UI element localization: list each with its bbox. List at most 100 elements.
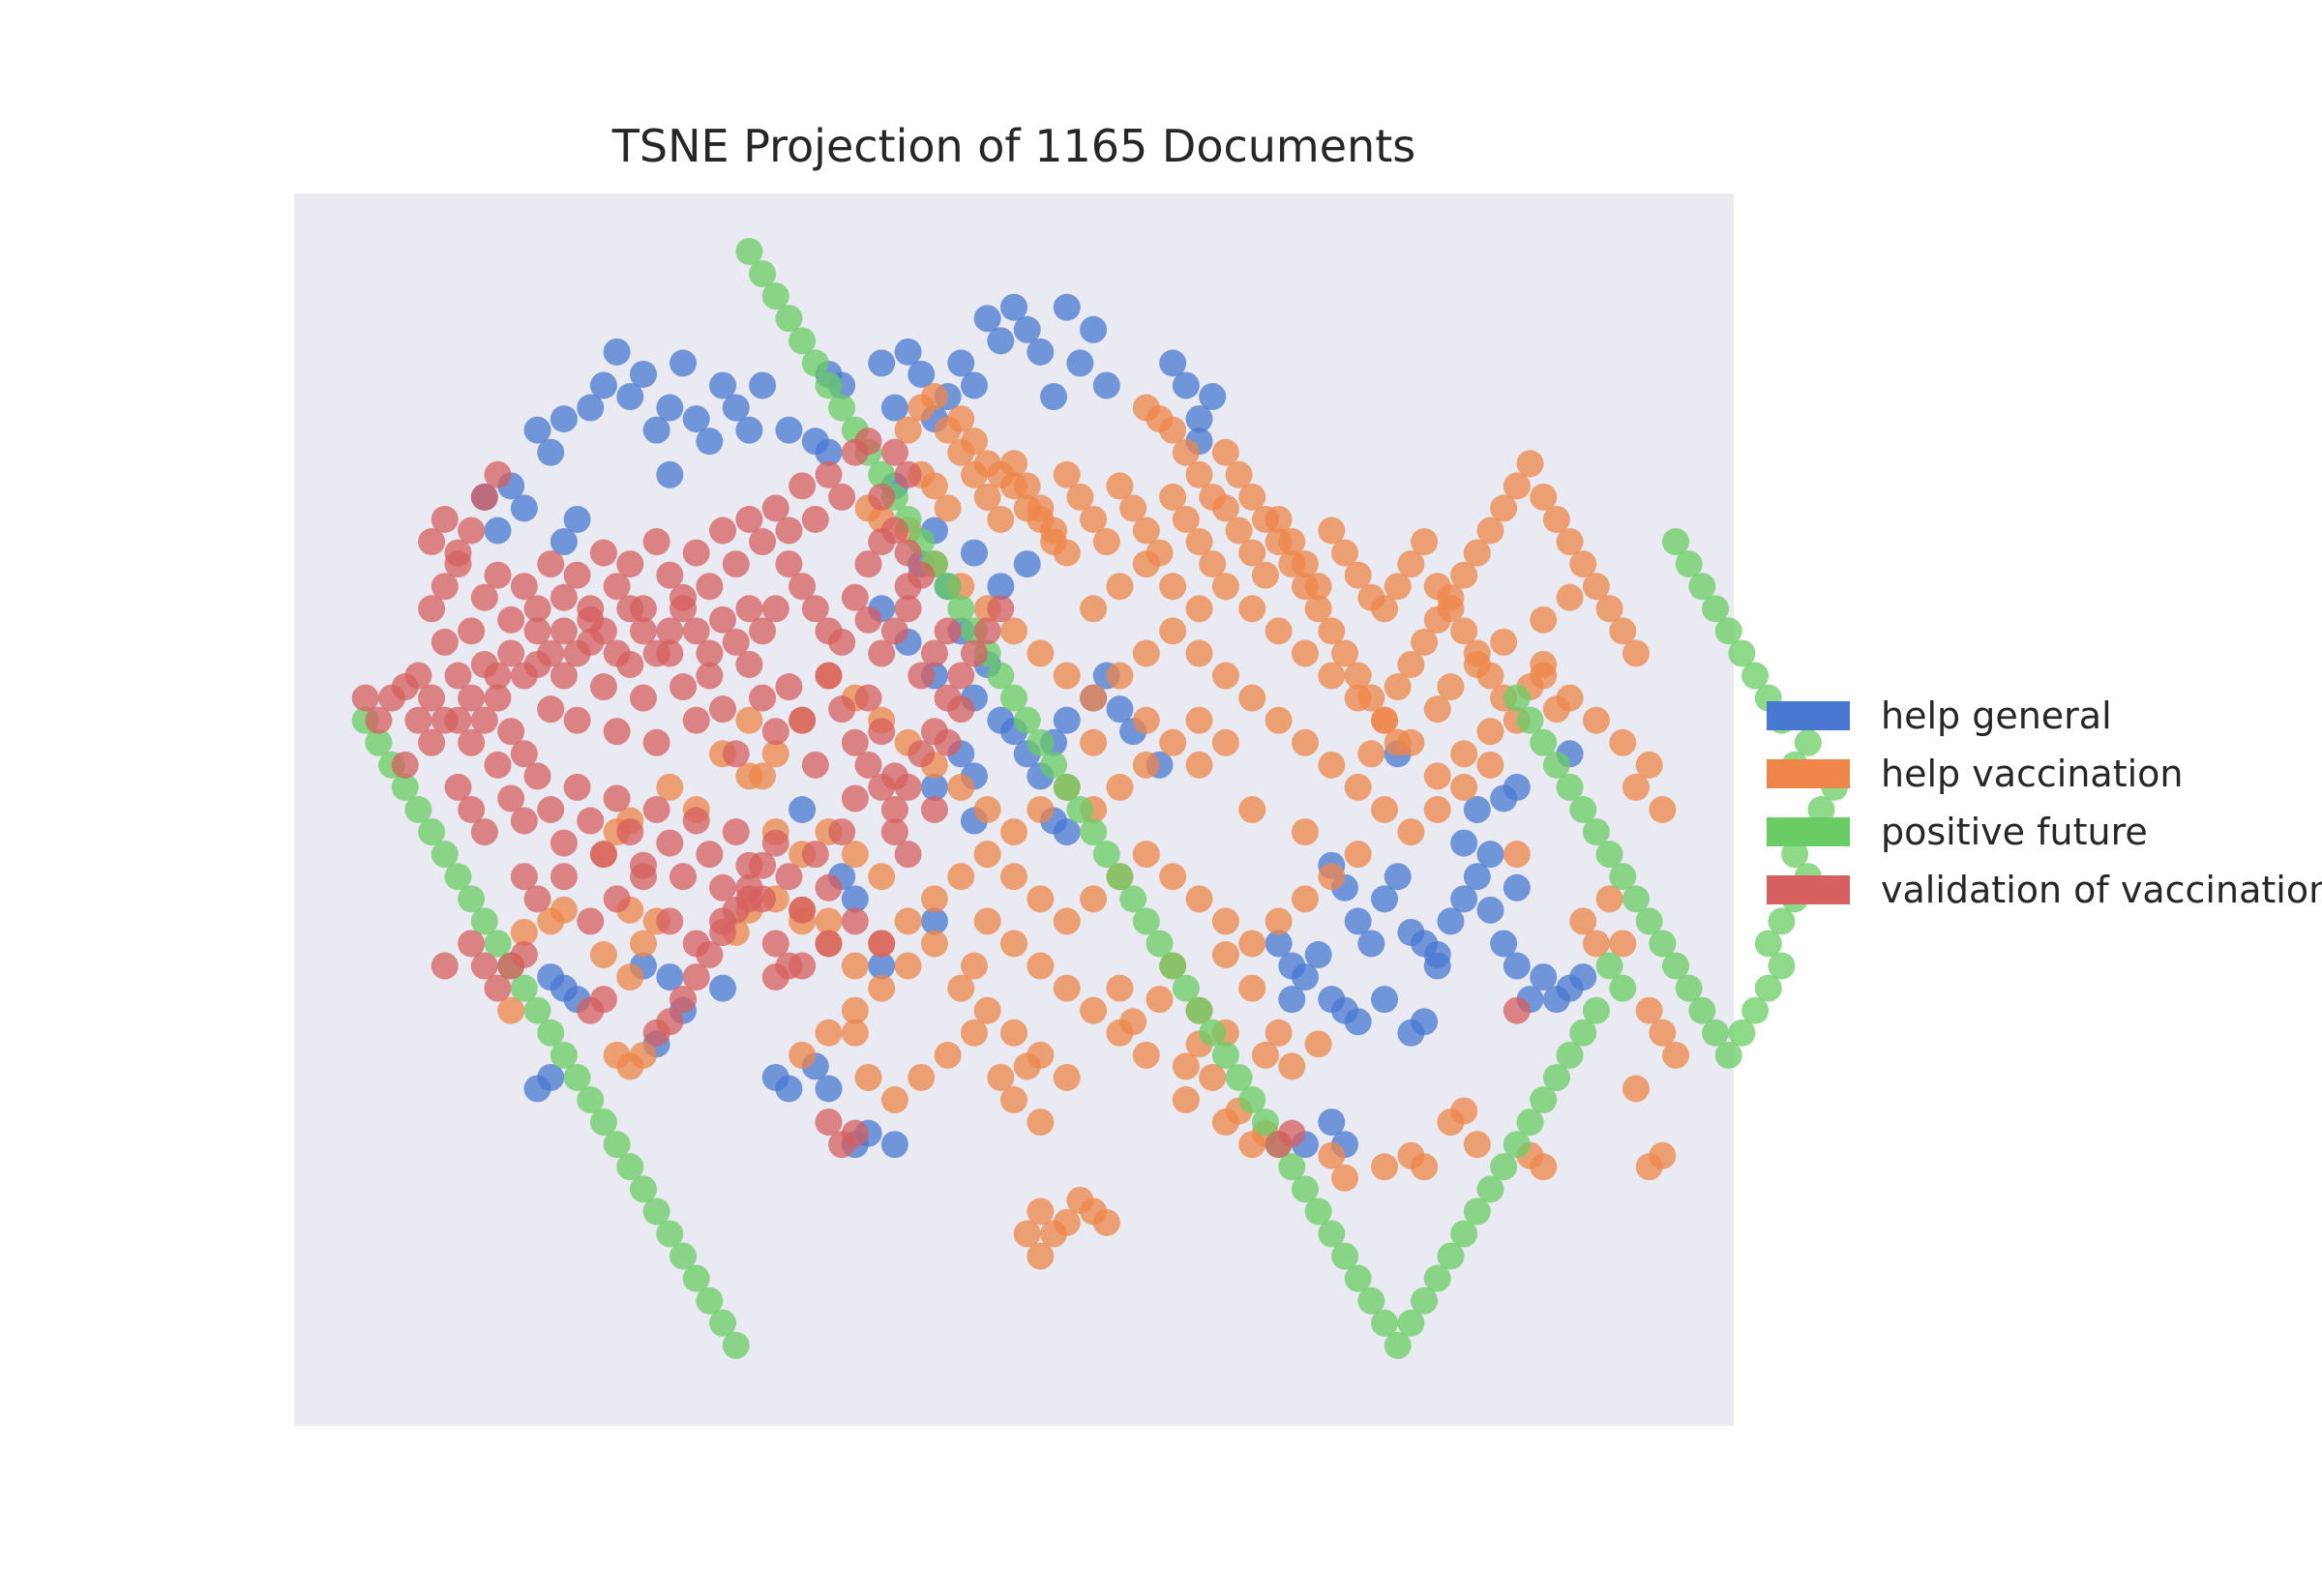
point-help-vaccination	[1080, 595, 1108, 623]
point-help-general	[1344, 1008, 1372, 1036]
point-validation-of-vaccination	[841, 1119, 869, 1147]
legend-swatch-positive-future	[1767, 817, 1850, 846]
point-positive-future	[1622, 885, 1650, 913]
point-validation-of-vaccination	[444, 773, 472, 801]
point-validation-of-vaccination	[775, 517, 803, 545]
point-validation-of-vaccination	[470, 952, 498, 980]
legend-item-help-general: help general	[1767, 687, 2322, 745]
point-help-general	[1013, 315, 1041, 343]
point-validation-of-vaccination	[418, 684, 446, 712]
point-positive-future	[1781, 841, 1809, 869]
point-positive-future	[1463, 1197, 1491, 1226]
legend: help general help vaccination positive f…	[1767, 687, 2322, 919]
point-help-general	[1159, 349, 1187, 377]
point-validation-of-vaccination	[775, 863, 803, 891]
point-positive-future	[1066, 796, 1094, 823]
point-positive-future	[510, 974, 538, 1002]
point-help-vaccination	[1582, 573, 1610, 601]
point-positive-future	[550, 1041, 578, 1069]
point-positive-future	[1714, 617, 1742, 645]
point-validation-of-vaccination	[629, 617, 657, 645]
point-help-vaccination	[1027, 885, 1055, 913]
point-validation-of-vaccination	[550, 829, 578, 857]
point-validation-of-vaccination	[735, 650, 763, 678]
point-help-general	[1199, 383, 1227, 411]
point-validation-of-vaccination	[523, 617, 551, 645]
point-validation-of-vaccination	[431, 952, 459, 980]
point-validation-of-vaccination	[973, 617, 1001, 645]
point-validation-of-vaccination	[841, 907, 869, 935]
point-help-general	[1053, 706, 1081, 734]
points-layer	[351, 238, 1849, 1359]
point-help-vaccination	[1172, 438, 1200, 466]
point-positive-future	[1304, 1197, 1332, 1226]
point-validation-of-vaccination	[841, 583, 869, 611]
point-positive-future	[1291, 1175, 1319, 1203]
point-validation-of-vaccination	[987, 595, 1015, 623]
point-help-vaccination	[1344, 561, 1372, 589]
point-validation-of-vaccination	[868, 718, 896, 746]
point-validation-of-vaccination	[444, 539, 472, 567]
point-positive-future	[1742, 996, 1770, 1024]
point-help-general	[1371, 986, 1399, 1014]
point-help-general	[947, 349, 975, 377]
point-help-vaccination	[1027, 1197, 1055, 1226]
point-help-vaccination	[868, 974, 896, 1002]
point-help-general	[523, 416, 551, 444]
point-help-vaccination	[1080, 728, 1108, 756]
point-positive-future	[1530, 728, 1558, 756]
point-help-vaccination	[1595, 595, 1623, 623]
point-positive-future	[444, 863, 472, 891]
point-help-vaccination	[497, 996, 525, 1024]
point-validation-of-vaccination	[458, 930, 486, 958]
point-validation-of-vaccination	[431, 505, 459, 533]
point-positive-future	[1238, 1086, 1266, 1114]
point-help-vaccination	[1132, 550, 1160, 578]
point-help-vaccination	[1530, 483, 1558, 511]
point-help-vaccination	[749, 762, 777, 790]
point-validation-of-vaccination	[682, 963, 710, 991]
point-validation-of-vaccination	[391, 751, 419, 779]
point-positive-future	[1172, 974, 1200, 1002]
point-help-general	[1106, 695, 1134, 724]
point-help-vaccination	[1530, 606, 1558, 634]
point-validation-of-vaccination	[497, 606, 525, 634]
point-validation-of-vaccination	[418, 528, 446, 556]
point-validation-of-vaccination	[563, 561, 591, 589]
point-help-general	[656, 460, 684, 488]
point-positive-future	[1675, 974, 1703, 1002]
point-help-vaccination	[1251, 1041, 1279, 1069]
point-validation-of-vaccination	[894, 773, 922, 801]
point-validation-of-vaccination	[749, 528, 777, 556]
point-validation-of-vaccination	[537, 796, 565, 823]
point-help-general	[1080, 315, 1108, 343]
point-positive-future	[749, 260, 777, 288]
point-validation-of-vaccination	[775, 673, 803, 701]
point-positive-future	[1662, 528, 1689, 556]
point-help-vaccination	[908, 1063, 936, 1091]
point-help-general	[815, 438, 843, 466]
point-help-vaccination	[1569, 550, 1597, 578]
point-validation-of-vaccination	[537, 695, 565, 724]
point-validation-of-vaccination	[801, 841, 829, 869]
point-positive-future	[1437, 1242, 1465, 1270]
point-help-vaccination	[815, 1019, 843, 1047]
point-positive-future	[1027, 728, 1055, 756]
point-validation-of-vaccination	[550, 662, 578, 690]
point-positive-future	[789, 327, 817, 355]
point-help-vaccination	[1080, 885, 1108, 913]
point-positive-future	[1199, 1019, 1227, 1047]
point-help-general	[775, 416, 803, 444]
point-validation-of-vaccination	[670, 595, 697, 623]
point-validation-of-vaccination	[682, 539, 710, 567]
point-positive-future	[1595, 841, 1623, 869]
point-help-general	[868, 952, 896, 980]
point-validation-of-vaccination	[510, 807, 538, 835]
point-help-vaccination	[894, 952, 922, 980]
point-validation-of-vaccination	[854, 550, 882, 578]
point-help-vaccination	[841, 1019, 869, 1047]
point-help-vaccination	[1318, 1141, 1346, 1169]
point-positive-future	[1490, 1153, 1518, 1181]
point-validation-of-vaccination	[577, 807, 605, 835]
point-validation-of-vaccination	[775, 952, 803, 980]
